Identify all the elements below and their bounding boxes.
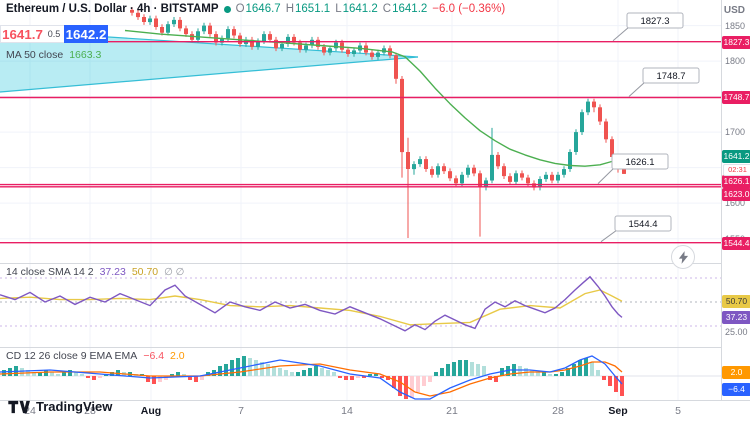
ohlc-low: L 1641.2 <box>335 3 378 15</box>
price-axis-label: 1600 <box>725 198 746 209</box>
macd-indicator-legend[interactable]: CD 12 26 close 9 EMA EMA −6.4 2.0 <box>6 350 185 362</box>
price-line-badge: 1544.4 <box>722 237 750 250</box>
rsi-value: 37.23 <box>99 266 126 278</box>
rsi-value-badge: 50.70 <box>722 295 750 309</box>
price-line-callout[interactable] <box>642 67 700 84</box>
price-axis-label: 1700 <box>725 127 746 138</box>
price-line-badge: 1626.1 <box>722 175 750 188</box>
macd-value-2: 2.0 <box>170 350 185 362</box>
lightning-icon <box>678 250 689 264</box>
buy-button[interactable]: 1642.2 <box>64 25 108 43</box>
price-line-badge: 1623.0 <box>722 188 750 201</box>
sell-button[interactable]: 1641.7 <box>0 25 44 43</box>
price-axis[interactable]: 185018001750170016501600155050.0025.0018… <box>721 0 750 400</box>
rsi-legend-icons[interactable]: ∅ ∅ <box>164 266 185 278</box>
rsi-legend-label: 14 close SMA 14 2 <box>6 266 94 278</box>
tradingview-logo-text: TradingView <box>36 399 113 414</box>
bar-countdown-badge: 02:31 <box>723 164 750 176</box>
ohlc-open-value: 1646.7 <box>245 3 281 15</box>
trade-widget: 1641.7 0.5 1642.2 <box>0 25 108 43</box>
macd-legend-label: CD 12 26 close 9 EMA EMA <box>6 350 138 362</box>
ohlc-close-label: C <box>382 3 392 15</box>
time-axis-label: 24 <box>24 405 36 417</box>
symbol-title[interactable]: Ethereum / U.S. Dollar · 4h · BITSTAMP <box>6 3 219 15</box>
ohlc-open-label: O <box>235 3 245 15</box>
price-line-badge: 1827.3 <box>722 36 750 49</box>
tradingview-logo-icon <box>8 400 31 414</box>
horizontal-price-lines[interactable]: 1827.3 1748.7 1626.1 1544.4 <box>0 12 721 244</box>
macd-value-badge: −6.4 <box>722 382 750 396</box>
ohlc-close-value: 1641.2 <box>392 3 428 15</box>
pane-separator-rsi[interactable] <box>0 263 750 264</box>
price-axis-label: 1850 <box>725 20 746 31</box>
ma-indicator-legend[interactable]: MA 50 close 1663.3 <box>6 49 101 61</box>
ohlc-high-label: H <box>285 3 295 15</box>
time-axis-label: 7 <box>238 405 244 417</box>
time-axis-label: 21 <box>446 405 458 417</box>
ohlc-low-value: 1641.2 <box>342 3 378 15</box>
price-line-callout[interactable] <box>611 153 669 170</box>
ma-legend-value: 1663.3 <box>69 49 102 61</box>
price-line-callout[interactable] <box>614 215 672 232</box>
svg-text:1827.3: 1827.3 <box>640 16 669 27</box>
price-line-badge: 1748.7 <box>722 91 750 104</box>
spread-value: 0.5 <box>44 25 64 43</box>
macd-value-badge: 2.0 <box>722 366 750 379</box>
time-axis-label: Aug <box>140 405 162 417</box>
time-axis-label: 28 <box>84 405 96 417</box>
market-status-dot <box>223 5 231 13</box>
price-axis-label: 1800 <box>725 56 746 67</box>
macd-value-1: −6.4 <box>143 350 165 362</box>
rsi-sma-value: 50.70 <box>131 266 159 278</box>
svg-text:1544.4: 1544.4 <box>628 219 657 230</box>
price-line-callout[interactable] <box>626 12 684 29</box>
rsi-axis-label: 25.00 <box>725 327 748 337</box>
tradingview-logo[interactable]: TradingView <box>8 399 112 414</box>
rsi-pane <box>0 275 721 332</box>
svg-text:1626.1: 1626.1 <box>625 157 654 168</box>
time-axis-label: Sep <box>608 405 628 417</box>
price-change: −6.0 (−0.36%) <box>432 3 506 15</box>
svg-text:1748.7: 1748.7 <box>656 71 685 82</box>
ohlc-open: O 1646.7 <box>236 3 281 15</box>
current-price-badge: 1641.2 <box>722 150 750 163</box>
quick-trade-button[interactable] <box>671 245 695 269</box>
chart-legend-row: Ethereum / U.S. Dollar · 4h · BITSTAMP O… <box>6 3 505 15</box>
axis-currency-label[interactable]: USD <box>723 5 745 16</box>
rsi-value-badge: 37.23 <box>722 311 750 325</box>
macd-pane <box>0 355 721 400</box>
ma-legend-label: MA 50 close <box>6 49 64 61</box>
pane-separator-macd[interactable] <box>0 347 750 348</box>
rsi-indicator-legend[interactable]: 14 close SMA 14 2 37.23 50.70 ∅ ∅ <box>6 266 184 278</box>
ohlc-close: C 1641.2 <box>383 3 428 15</box>
time-axis-label: 14 <box>341 405 353 417</box>
time-axis[interactable]: 24 28 Aug 7 14 21 28 Sep 5 <box>0 400 750 430</box>
time-axis-label: 5 <box>675 405 681 417</box>
ohlc-high: H 1651.1 <box>286 3 331 15</box>
ohlc-low-label: L <box>335 3 342 15</box>
grid-lines <box>0 0 721 400</box>
ohlc-high-value: 1651.1 <box>295 3 331 15</box>
time-axis-label: 28 <box>552 405 564 417</box>
